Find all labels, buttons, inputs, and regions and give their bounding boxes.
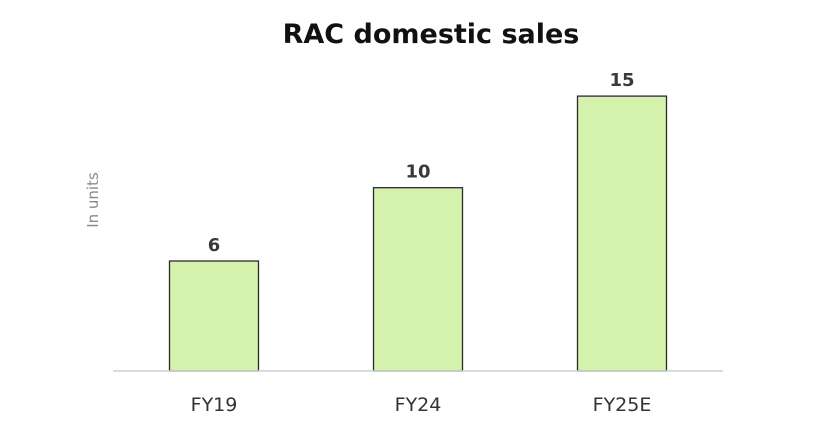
x-tick-labels: FY19 FY24 FY25E <box>191 394 652 416</box>
chart-title: RAC domestic sales <box>283 19 580 50</box>
x-tick-label-fy19: FY19 <box>191 394 238 416</box>
bar-fy24 <box>372 187 464 372</box>
bar-fy25e <box>576 95 668 372</box>
data-labels: 6 10 15 <box>208 70 635 256</box>
x-tick-label-fy25e: FY25E <box>593 394 652 416</box>
x-tick-label-fy24: FY24 <box>395 394 442 416</box>
bar-fy19 <box>168 260 260 372</box>
data-label-fy24: 10 <box>405 162 430 183</box>
data-label-fy19: 6 <box>208 235 221 256</box>
data-label-fy25e: 15 <box>609 70 634 91</box>
y-axis-label: In units <box>84 172 102 228</box>
bars-group <box>168 95 668 372</box>
